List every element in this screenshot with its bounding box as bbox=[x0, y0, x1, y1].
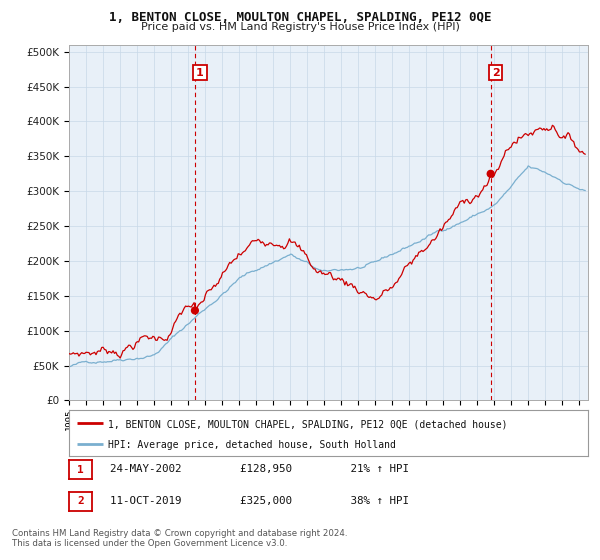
Text: This data is licensed under the Open Government Licence v3.0.: This data is licensed under the Open Gov… bbox=[12, 539, 287, 548]
Text: HPI: Average price, detached house, South Holland: HPI: Average price, detached house, Sout… bbox=[108, 440, 396, 450]
Text: 1: 1 bbox=[196, 68, 204, 78]
Text: Contains HM Land Registry data © Crown copyright and database right 2024.: Contains HM Land Registry data © Crown c… bbox=[12, 529, 347, 538]
Text: 11-OCT-2019         £325,000         38% ↑ HPI: 11-OCT-2019 £325,000 38% ↑ HPI bbox=[97, 496, 409, 506]
Point bbox=[486, 169, 496, 178]
Text: Price paid vs. HM Land Registry's House Price Index (HPI): Price paid vs. HM Land Registry's House … bbox=[140, 22, 460, 32]
Text: 2: 2 bbox=[77, 497, 84, 506]
Text: 1, BENTON CLOSE, MOULTON CHAPEL, SPALDING, PE12 0QE: 1, BENTON CLOSE, MOULTON CHAPEL, SPALDIN… bbox=[109, 11, 491, 24]
Text: 2: 2 bbox=[492, 68, 500, 78]
Text: 1: 1 bbox=[77, 465, 84, 474]
Point bbox=[190, 306, 200, 315]
Text: 1, BENTON CLOSE, MOULTON CHAPEL, SPALDING, PE12 0QE (detached house): 1, BENTON CLOSE, MOULTON CHAPEL, SPALDIN… bbox=[108, 419, 508, 430]
Text: 24-MAY-2002         £128,950         21% ↑ HPI: 24-MAY-2002 £128,950 21% ↑ HPI bbox=[97, 464, 409, 474]
